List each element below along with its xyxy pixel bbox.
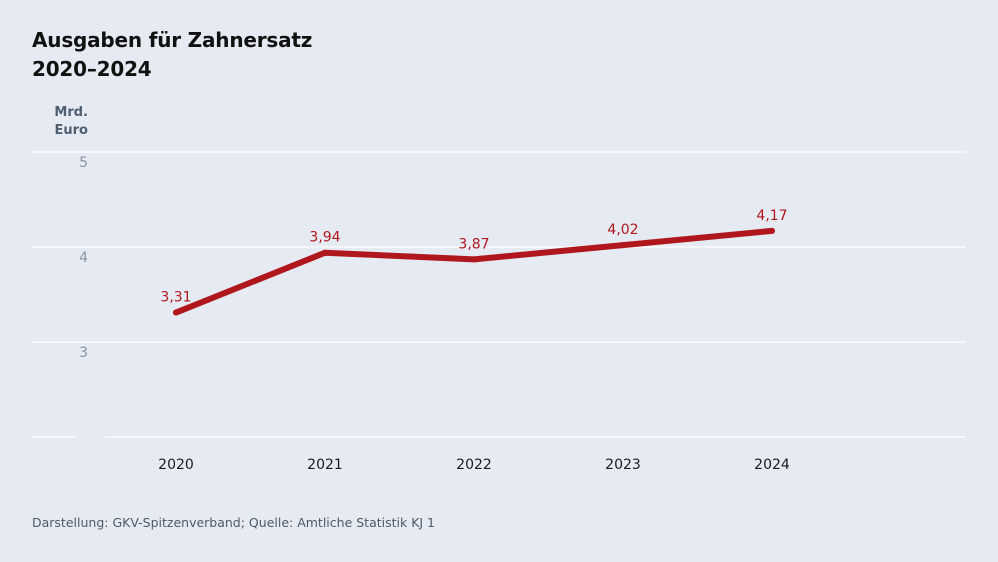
title-line-2: 2020–2024 [32,57,152,81]
data-point [322,249,328,256]
x-tick-label: 2020 [158,457,194,473]
x-tick-label: 2023 [605,457,641,473]
data-point [173,309,179,316]
y-tick-label: 3 [79,345,88,361]
data-point [471,256,477,263]
data-labels: 3,31 3,94 3,87 4,02 4,17 [160,208,787,306]
y-axis-ticks: 3 4 5 [79,155,88,361]
data-label: 4,17 [756,208,787,224]
data-point [620,242,626,249]
y-tick-label: 4 [79,250,88,266]
gridlines [32,151,966,438]
x-tick-label: 2024 [754,457,790,473]
title-line-1: Ausgaben für Zahnersatz [32,28,313,52]
x-tick-label: 2021 [307,457,343,473]
data-label: 3,31 [160,290,191,306]
data-point [769,227,775,234]
x-axis-ticks: 2020 2021 2022 2023 2024 [158,457,790,473]
data-label: 3,94 [309,230,340,246]
series-group [173,227,775,316]
source-note: Darstellung: GKV-Spitzenverband; Quelle:… [32,515,436,530]
data-label: 3,87 [458,236,489,252]
chart-title: Ausgaben für Zahnersatz 2020–2024 [32,26,312,84]
x-tick-label: 2022 [456,457,492,473]
y-tick-label: 5 [79,155,88,171]
unit-line-2: Euro [54,123,88,138]
y-axis-unit: Mrd. Euro [40,104,88,140]
unit-line-1: Mrd. [54,105,88,120]
data-label: 4,02 [607,222,638,238]
